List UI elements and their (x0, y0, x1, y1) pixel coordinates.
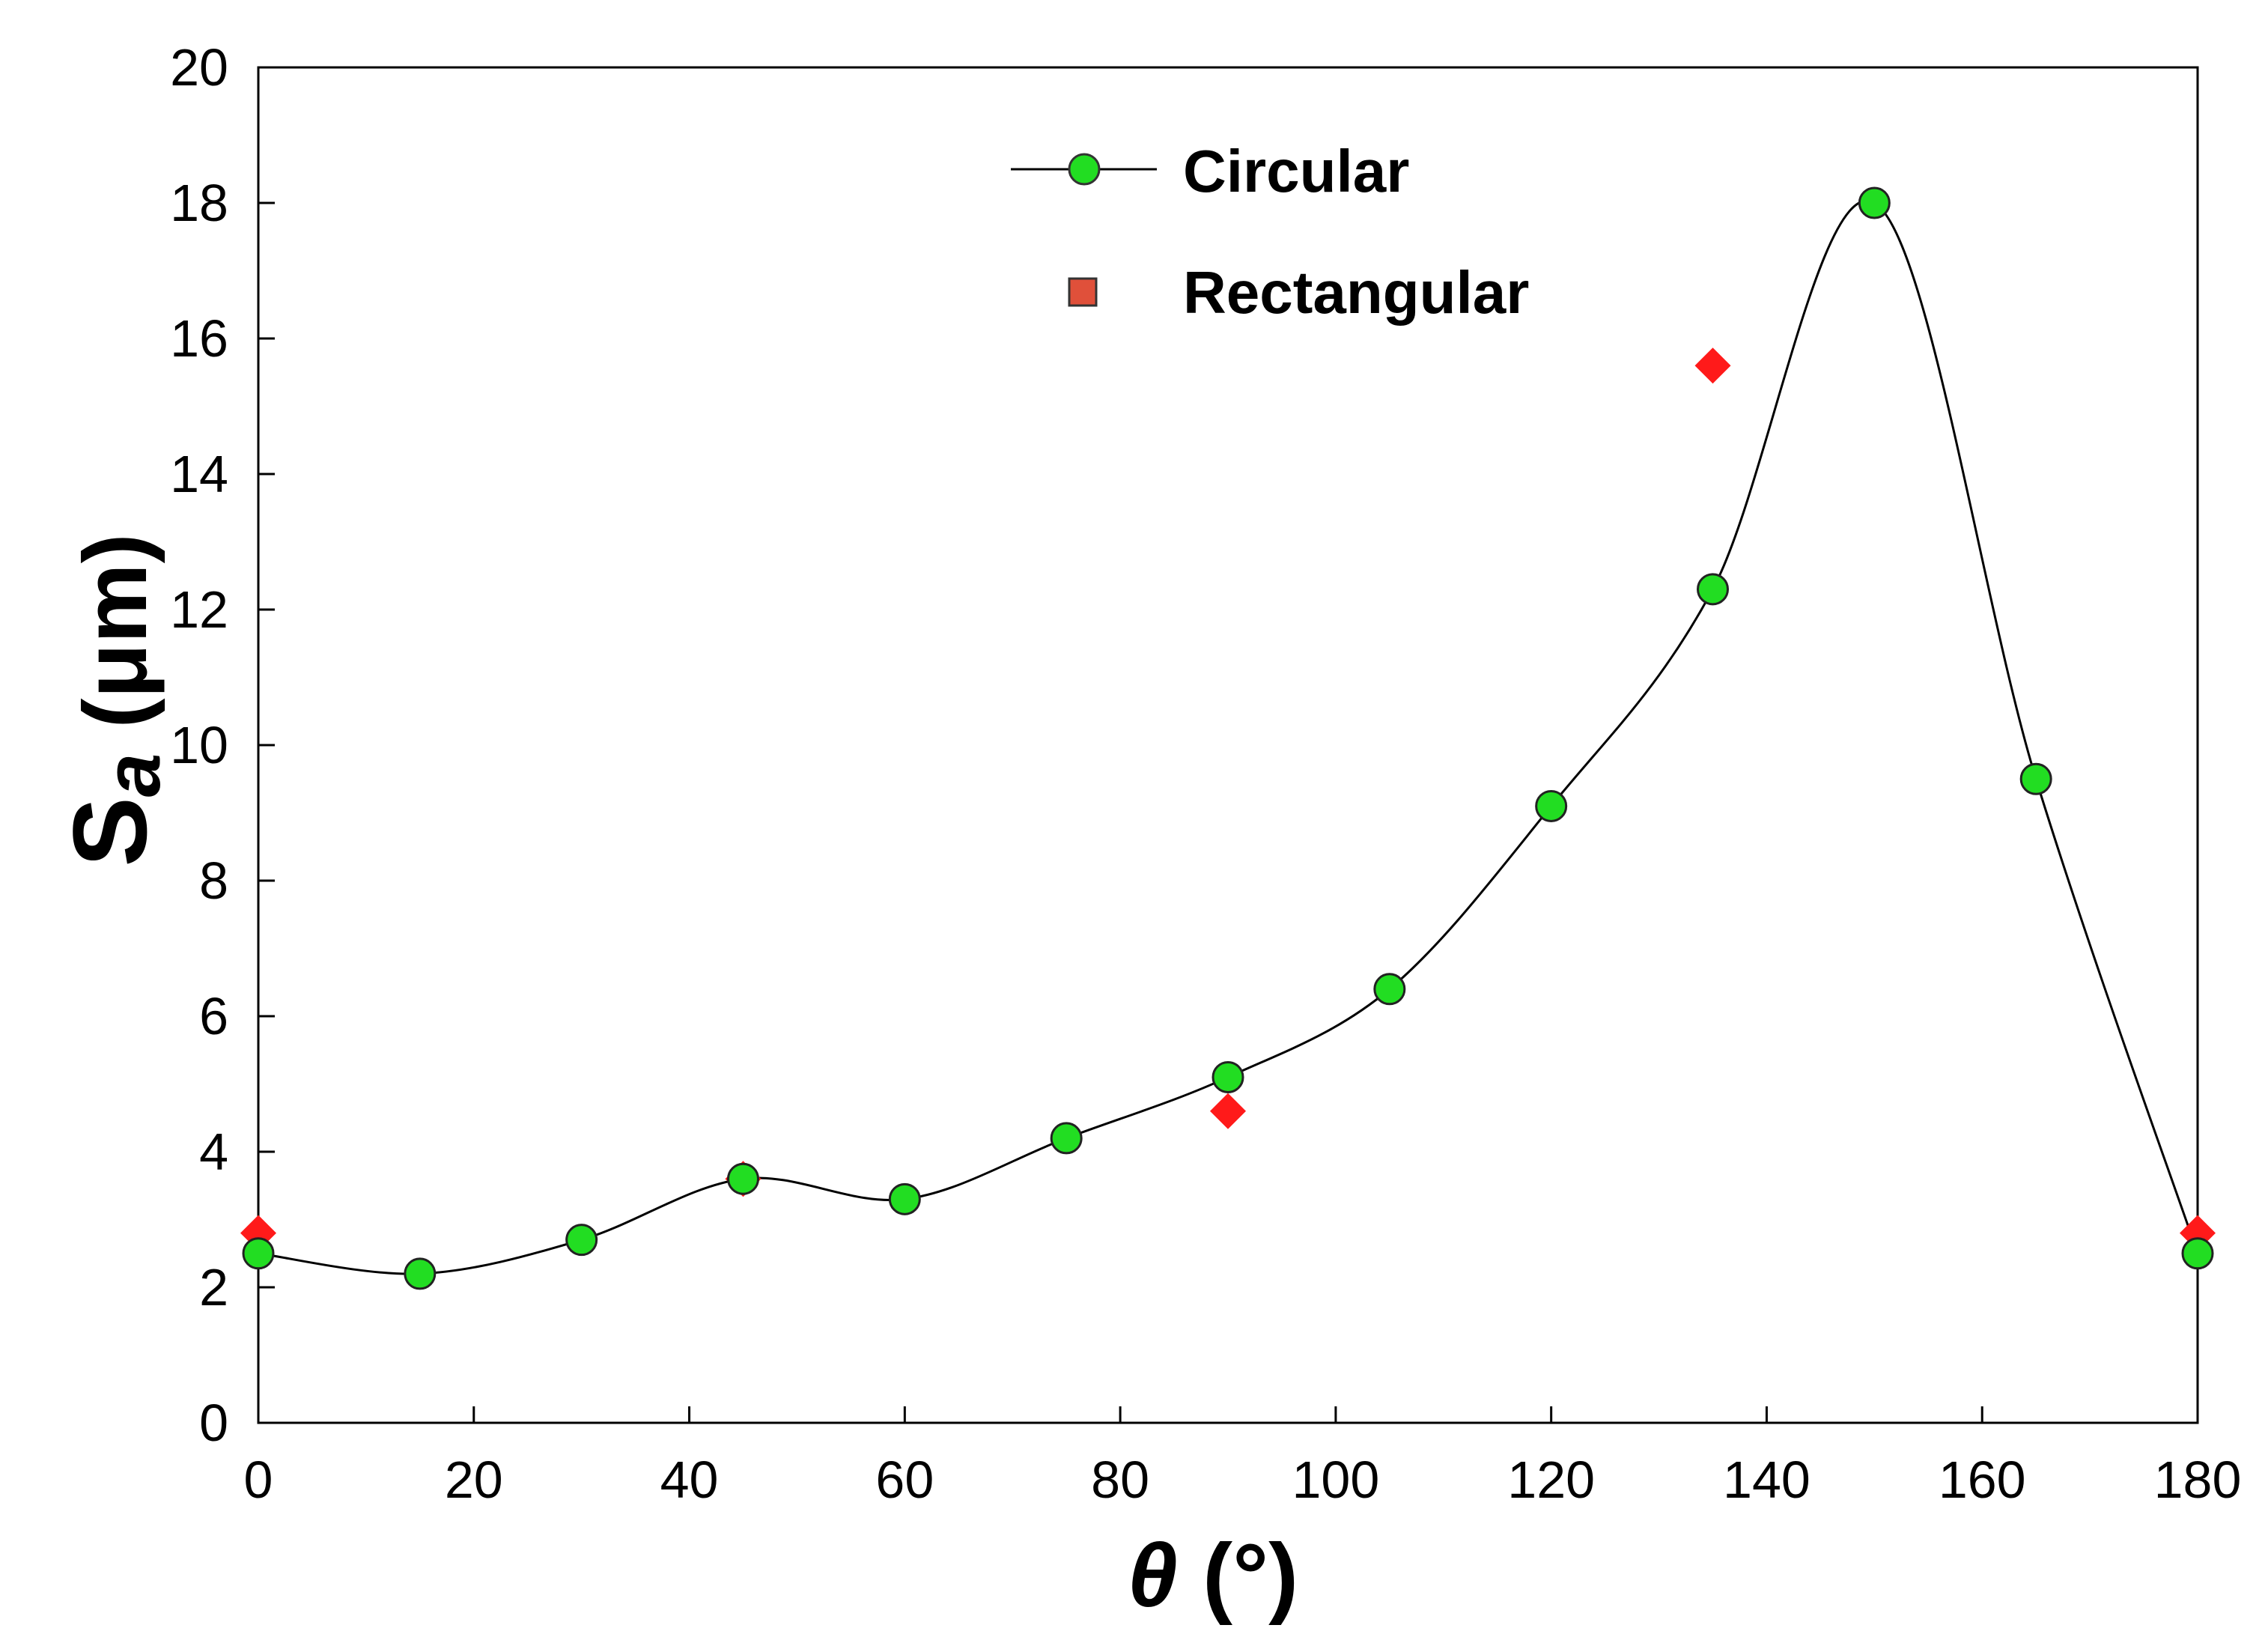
y-axis-title-unit: (μm) (65, 533, 165, 753)
rectangular-point (1210, 1093, 1246, 1129)
y-axis-title-subscript: a (89, 753, 177, 797)
circular-point (2181, 1237, 2214, 1270)
y-tick-label: 20 (170, 38, 228, 97)
x-tick-label: 160 (1939, 1451, 2026, 1509)
y-tick-label: 14 (170, 445, 228, 503)
y-tick-label: 8 (199, 851, 228, 910)
x-tick-label: 80 (1091, 1451, 1149, 1509)
y-axis-title-symbol: S (51, 797, 168, 866)
y-axis-title: Sa (μm) (51, 533, 177, 866)
y-tick-label: 6 (199, 987, 228, 1045)
x-tick-label: 20 (445, 1451, 503, 1509)
circular-point (1050, 1122, 1083, 1155)
y-tick-label: 12 (170, 580, 228, 639)
y-tick-label: 2 (199, 1258, 228, 1316)
x-axis-title-unit: (°) (1178, 1525, 1298, 1626)
y-tick-label: 18 (170, 174, 228, 232)
y-axis-ticks: 0 2 4 6 8 10 12 14 16 18 20 (170, 38, 275, 1452)
y-tick-label: 10 (170, 716, 228, 774)
x-tick-label: 0 (244, 1451, 273, 1509)
legend-rectangular-label: Rectangular (1183, 259, 1529, 326)
circular-point (1373, 973, 1406, 1006)
circular-point (404, 1257, 437, 1290)
series-line-circular (258, 199, 2199, 1275)
x-tick-label: 60 (875, 1451, 934, 1509)
x-tick-label: 40 (660, 1451, 719, 1509)
y-tick-label: 0 (199, 1394, 228, 1452)
circular-point (2019, 762, 2052, 795)
circular-point (1697, 573, 1729, 606)
circular-point (1211, 1060, 1244, 1093)
y-tick-label: 4 (199, 1123, 228, 1181)
x-tick-label: 100 (1292, 1451, 1379, 1509)
y-tick-label: 16 (170, 309, 228, 368)
circular-point (1858, 186, 1891, 219)
circular-point (1535, 789, 1568, 822)
legend: Circular Rectangular (1011, 138, 1529, 326)
circular-point (727, 1162, 759, 1195)
circular-point (888, 1182, 921, 1215)
x-tick-label: 140 (1723, 1451, 1811, 1509)
circular-point (565, 1224, 598, 1257)
x-tick-label: 120 (1507, 1451, 1595, 1509)
legend-circular-label: Circular (1183, 138, 1409, 204)
rectangular-point (1694, 347, 1731, 384)
series-markers (240, 186, 2216, 1290)
x-axis-title-symbol: θ (1128, 1525, 1178, 1626)
series-lines (258, 199, 2199, 1275)
legend-rectangular-marker (1068, 277, 1098, 307)
x-tick-label: 180 (2154, 1451, 2242, 1509)
x-axis-ticks: 0 20 40 60 80 100 120 140 160 180 (244, 1406, 2242, 1509)
x-axis-title: θ (°) (1128, 1525, 1298, 1626)
circular-point (242, 1237, 275, 1270)
legend-circular-marker (1068, 153, 1101, 186)
